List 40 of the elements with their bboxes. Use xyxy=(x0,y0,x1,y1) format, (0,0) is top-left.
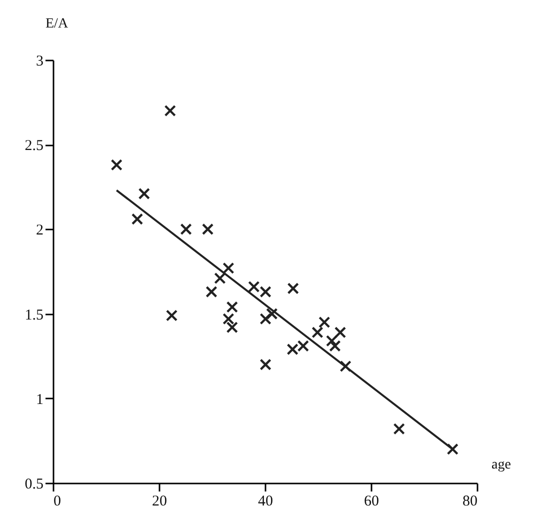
point xyxy=(340,360,352,372)
x-tick-label: 80 xyxy=(462,494,478,510)
point xyxy=(166,310,178,322)
point xyxy=(214,272,226,284)
point xyxy=(131,213,144,225)
y-tick-label: 2 xyxy=(36,222,44,239)
x-tick-label: 40 xyxy=(258,494,273,510)
x-tick-label: 0 xyxy=(54,494,61,510)
y-axis-title: E/A xyxy=(46,16,69,32)
y-tick-label: 1 xyxy=(36,392,44,408)
point xyxy=(226,301,238,313)
point xyxy=(334,326,346,338)
point xyxy=(260,313,272,325)
y-tick-label: 0.5 xyxy=(24,476,44,492)
point xyxy=(222,313,234,325)
point xyxy=(138,188,150,200)
x-tick-label: 60 xyxy=(364,494,379,510)
y-tick-label: 1.5 xyxy=(24,307,44,324)
point xyxy=(329,340,341,352)
point xyxy=(222,262,234,274)
point xyxy=(446,443,458,456)
point xyxy=(260,286,272,298)
point xyxy=(287,282,299,294)
y-tick-label: 3 xyxy=(36,54,44,70)
point xyxy=(326,335,338,347)
x-tick-label: 20 xyxy=(152,494,167,510)
point xyxy=(206,286,218,298)
point xyxy=(226,321,238,334)
point xyxy=(266,308,278,320)
point xyxy=(202,223,214,236)
point xyxy=(260,358,272,370)
point xyxy=(318,316,330,328)
point xyxy=(110,159,122,171)
point xyxy=(393,423,405,435)
point xyxy=(164,104,176,117)
x-axis-title: age xyxy=(492,458,511,472)
point xyxy=(248,280,260,293)
y-tick-label: 2.5 xyxy=(24,138,44,154)
point xyxy=(180,223,192,236)
point xyxy=(312,326,324,338)
